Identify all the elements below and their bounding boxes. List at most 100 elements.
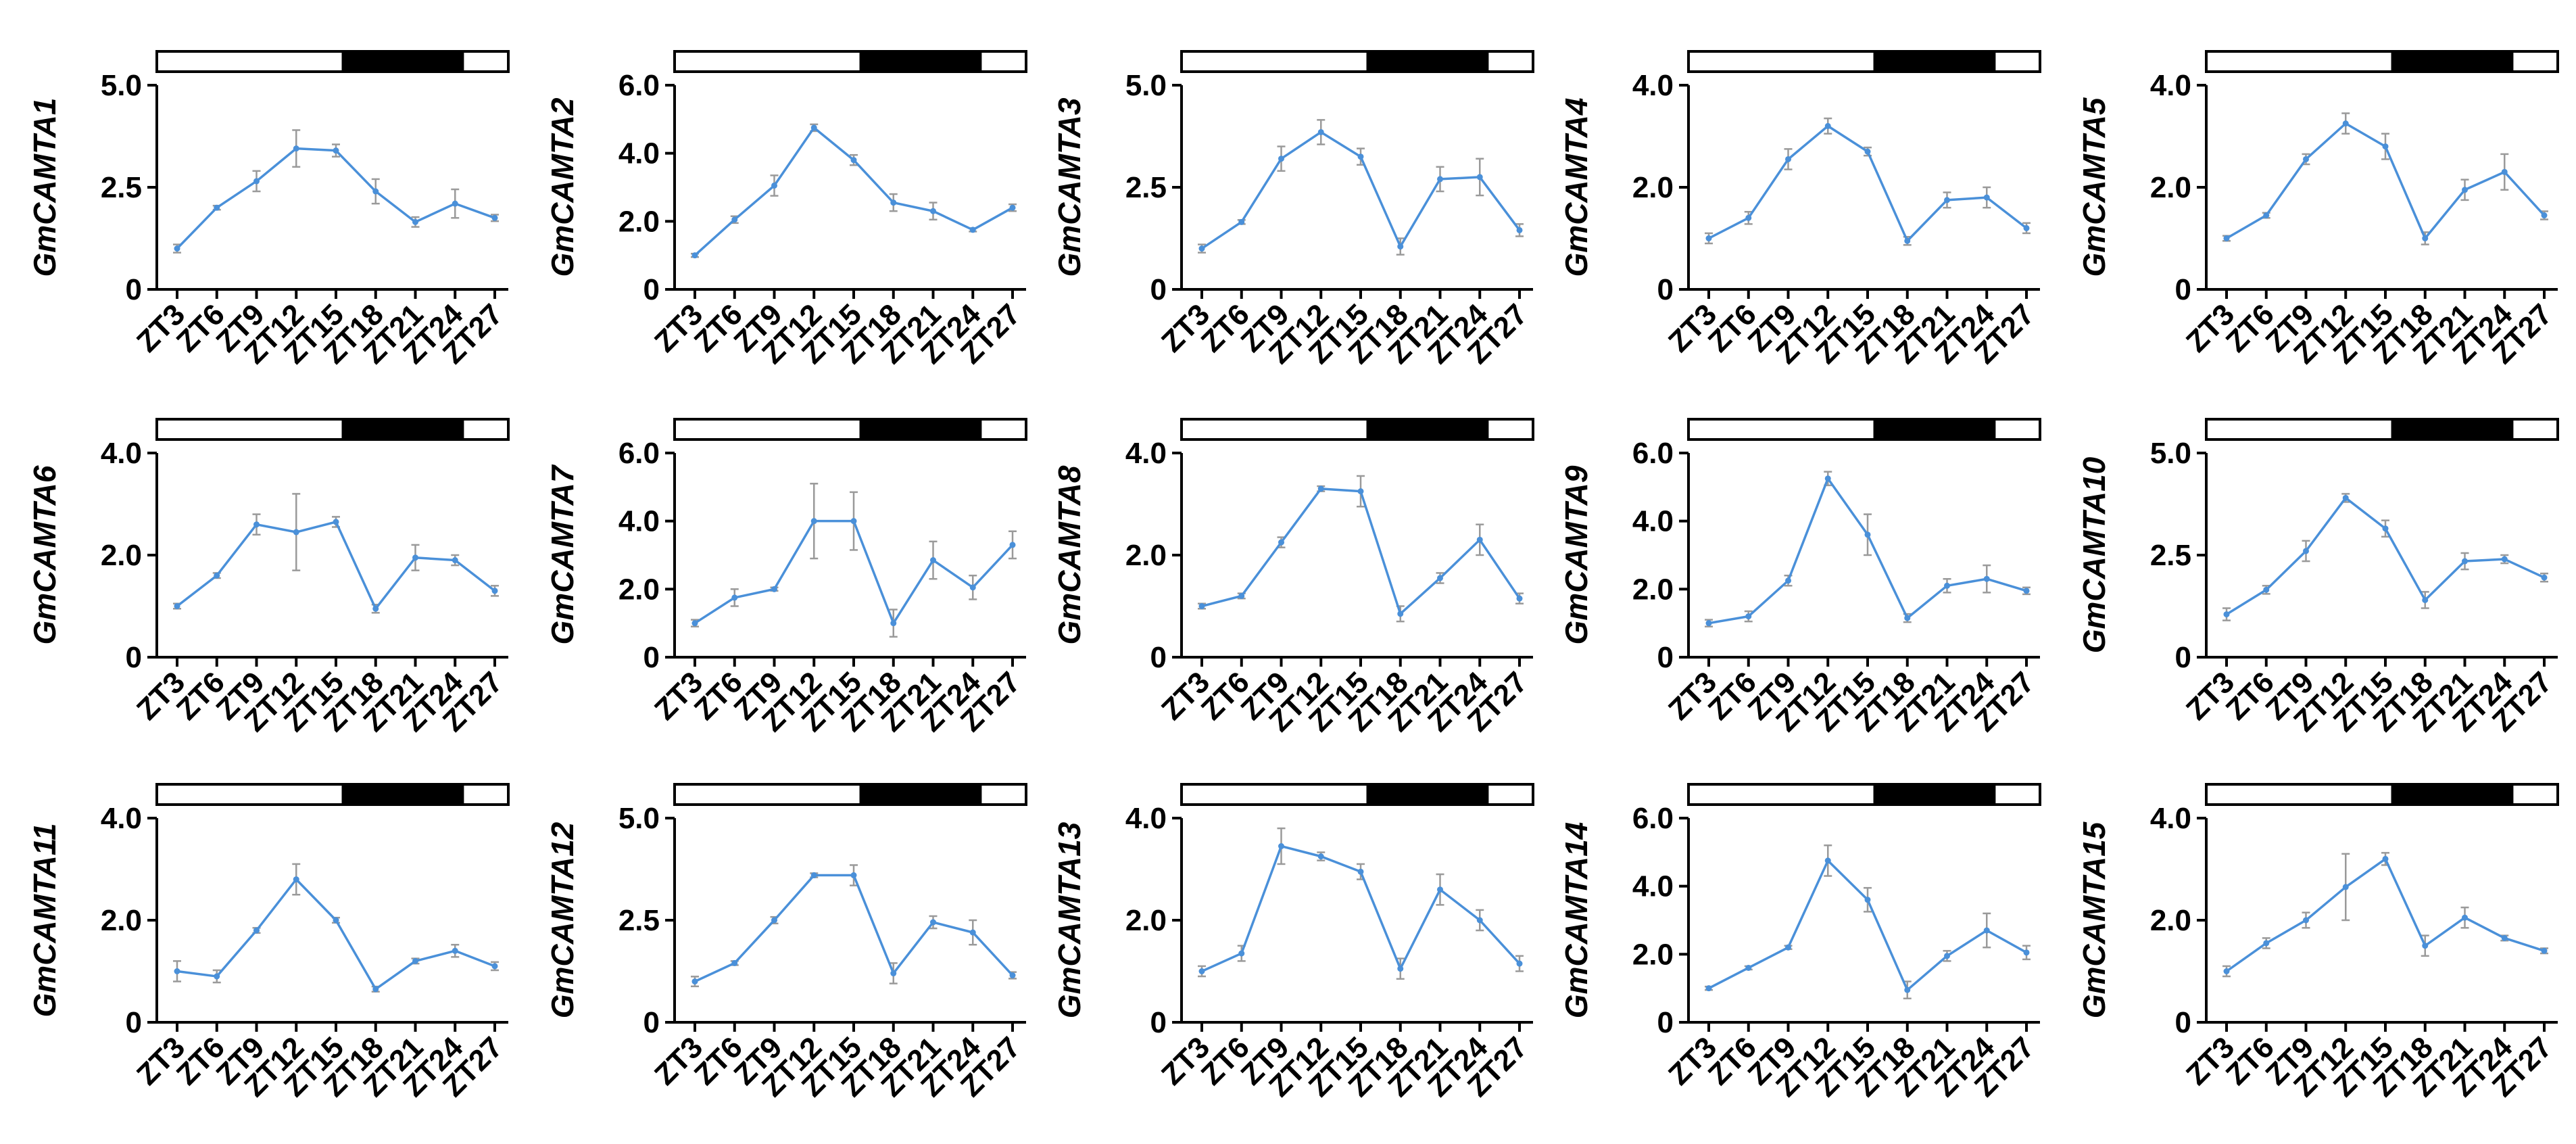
- y-tick-label: 0: [2175, 641, 2191, 674]
- data-point: [1745, 214, 1752, 221]
- y-tick-label: 2.5: [618, 904, 660, 937]
- data-point: [1705, 235, 1712, 241]
- data-point: [1009, 542, 1016, 548]
- y-tick-label: 0: [643, 641, 660, 674]
- data-point: [1278, 843, 1284, 850]
- data-point: [2342, 494, 2349, 501]
- data-point: [253, 521, 260, 528]
- data-point: [1904, 615, 1911, 621]
- data-point: [1824, 857, 1831, 864]
- photoperiod-dark-segment: [1366, 783, 1489, 806]
- data-point: [1198, 245, 1205, 252]
- photoperiod-light-segment: [1993, 50, 2041, 73]
- data-point: [691, 252, 698, 259]
- y-tick-label: 0: [1150, 1006, 1167, 1039]
- data-point: [1198, 968, 1205, 974]
- panel-11: 02.04.0ZT3ZT6ZT9ZT12ZT15ZT18ZT21ZT24ZT27…: [27, 783, 510, 1103]
- photoperiod-light-segment: [1180, 418, 1369, 441]
- data-point: [1864, 897, 1871, 903]
- panel-1: 02.55.0ZT3ZT6ZT9ZT12ZT15ZT18ZT21ZT24ZT27…: [27, 50, 510, 371]
- photoperiod-light-segment: [979, 50, 1028, 73]
- data-point: [930, 557, 936, 564]
- data-point: [2462, 558, 2468, 565]
- photoperiod-light-segment: [673, 783, 862, 806]
- data-point: [810, 518, 817, 525]
- y-tick-label: 5.0: [618, 802, 660, 835]
- panel-3: 02.55.0ZT3ZT6ZT9ZT12ZT15ZT18ZT21ZT24ZT27…: [1052, 50, 1534, 371]
- series-line: [176, 878, 495, 991]
- photoperiod-light-segment: [1486, 783, 1534, 806]
- data-point: [1864, 531, 1871, 538]
- data-point: [2303, 548, 2309, 554]
- y-tick-label: 4.0: [101, 802, 142, 835]
- data-point: [214, 572, 220, 579]
- photoperiod-light-segment: [461, 783, 510, 806]
- data-point: [2263, 586, 2270, 593]
- data-point: [890, 620, 897, 627]
- y-tick-label: 2.0: [618, 205, 660, 238]
- y-tick-label: 2.0: [101, 539, 142, 572]
- data-point: [2462, 187, 2468, 193]
- data-point: [1824, 122, 1831, 129]
- photoperiod-dark-segment: [859, 783, 982, 806]
- photoperiod-light-segment: [2205, 418, 2394, 441]
- y-tick-label: 5.0: [1125, 69, 1167, 102]
- data-point: [1785, 944, 1791, 951]
- photoperiod-light-segment: [979, 783, 1028, 806]
- y-tick-label: 6.0: [1632, 802, 1674, 835]
- data-point: [1397, 966, 1404, 972]
- data-point: [2223, 235, 2230, 241]
- photoperiod-dark-segment: [2391, 783, 2514, 806]
- photoperiod-light-segment: [1180, 783, 1369, 806]
- data-point: [412, 957, 418, 964]
- data-point: [214, 973, 220, 980]
- data-point: [1705, 620, 1712, 627]
- photoperiod-light-segment: [155, 783, 345, 806]
- photoperiod-dark-segment: [2391, 418, 2514, 441]
- y-tick-label: 2.0: [1125, 539, 1167, 572]
- y-tick-label: 4.0: [1632, 69, 1674, 102]
- y-axis-title: GmCAMTA3: [1052, 97, 1087, 277]
- data-point: [1745, 613, 1752, 620]
- series-line: [694, 874, 1014, 983]
- panel-13: 02.04.0ZT3ZT6ZT9ZT12ZT15ZT18ZT21ZT24ZT27…: [1052, 783, 1534, 1103]
- data-point: [1705, 985, 1712, 992]
- y-tick-label: 4.0: [1125, 437, 1167, 470]
- data-point: [731, 594, 738, 601]
- data-point: [731, 959, 738, 966]
- data-point: [2263, 212, 2270, 219]
- panel-14: 02.04.06.0ZT3ZT6ZT9ZT12ZT15ZT18ZT21ZT24Z…: [1559, 783, 2041, 1103]
- y-tick-label: 4.0: [101, 437, 142, 470]
- panel-15: 02.04.0ZT3ZT6ZT9ZT12ZT15ZT18ZT21ZT24ZT27…: [2076, 783, 2559, 1103]
- data-point: [2541, 212, 2548, 219]
- data-point: [2382, 855, 2389, 862]
- data-point: [1745, 964, 1752, 971]
- y-tick-label: 0: [643, 1006, 660, 1039]
- data-point: [253, 927, 260, 934]
- photoperiod-dark-segment: [859, 418, 982, 441]
- data-point: [890, 199, 897, 206]
- panel-9: 02.04.06.0ZT3ZT6ZT9ZT12ZT15ZT18ZT21ZT24Z…: [1559, 418, 2041, 738]
- panel-12: 02.55.0ZT3ZT6ZT9ZT12ZT15ZT18ZT21ZT24ZT27…: [545, 783, 1028, 1103]
- data-point: [174, 603, 180, 609]
- data-point: [2462, 914, 2468, 921]
- y-tick-label: 0: [2175, 273, 2191, 306]
- data-point: [1476, 174, 1483, 181]
- y-tick-label: 4.0: [1632, 870, 1674, 903]
- data-point: [2223, 611, 2230, 618]
- data-point: [174, 968, 180, 974]
- y-axis-title: GmCAMTA10: [2076, 456, 2112, 653]
- data-point: [930, 919, 936, 926]
- data-point: [691, 620, 698, 627]
- photoperiod-dark-segment: [341, 418, 464, 441]
- data-point: [1317, 853, 1324, 860]
- data-point: [1278, 539, 1284, 546]
- photoperiod-light-segment: [1993, 783, 2041, 806]
- data-point: [2023, 949, 2030, 956]
- data-point: [1944, 582, 1950, 589]
- y-tick-label: 4.0: [1632, 505, 1674, 538]
- panel-2: 02.04.06.0ZT3ZT6ZT9ZT12ZT15ZT18ZT21ZT24Z…: [545, 50, 1028, 371]
- data-point: [1437, 575, 1443, 581]
- panel-10: 02.55.0ZT3ZT6ZT9ZT12ZT15ZT18ZT21ZT24ZT27…: [2076, 418, 2559, 738]
- data-point: [372, 188, 379, 195]
